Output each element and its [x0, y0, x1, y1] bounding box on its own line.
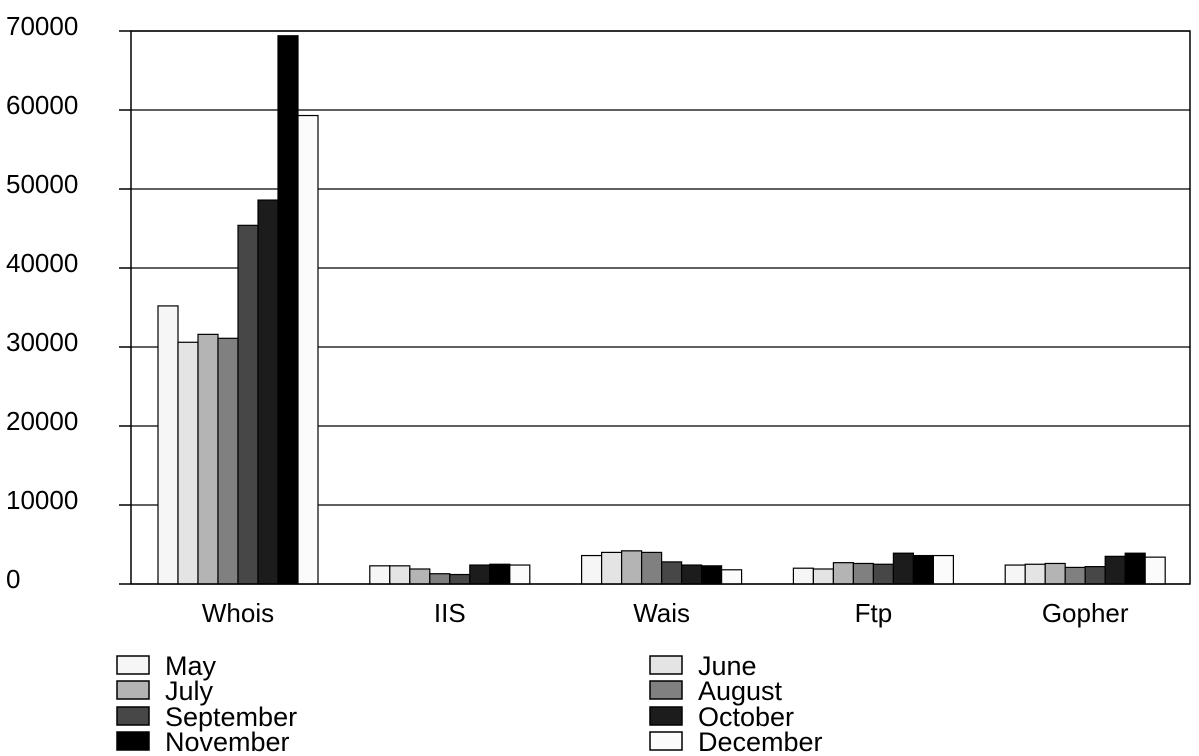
bar-ftp-august	[852, 562, 875, 585]
bar-whois-june	[177, 341, 199, 585]
x-axis: Whois IIS Wais Ftp Gopher	[202, 598, 1129, 628]
bar-iis-august	[429, 573, 451, 585]
bar-ftp-july	[832, 562, 855, 585]
bar-iis-july	[409, 568, 431, 585]
bar-wais-august	[640, 551, 663, 585]
y-tick-label: 40000	[6, 248, 78, 278]
bar-ftp-november	[912, 554, 935, 585]
bar-gopher-may	[1004, 564, 1026, 585]
bar-ftp-september	[872, 563, 895, 585]
legend-swatch-september	[116, 706, 150, 726]
bar-iis-may	[369, 565, 391, 585]
bar-ftp-december	[932, 554, 955, 585]
bar-wais-september	[660, 561, 683, 585]
legend: May June July August September October Novembe…	[116, 651, 823, 756]
bar-iis-september	[449, 573, 471, 585]
legend-swatch-june	[649, 655, 683, 675]
legend-label-august: August	[698, 676, 783, 706]
legend-swatch-october	[649, 706, 683, 726]
bar-gopher-october	[1104, 555, 1126, 585]
y-tick-label: 10000	[6, 485, 78, 515]
bar-whois-may	[157, 305, 179, 585]
bar-iis-june	[389, 565, 411, 585]
y-tick-label: 20000	[6, 406, 78, 436]
bar-gopher-july	[1044, 562, 1066, 585]
legend-label-may: May	[165, 651, 217, 681]
legend-label-october: October	[698, 702, 794, 732]
bar-wais-october	[680, 564, 703, 585]
plot-frame	[130, 30, 1191, 585]
bar-iis-october	[469, 564, 491, 585]
bars	[157, 35, 1166, 585]
bar-wais-july	[620, 550, 643, 585]
bar-iis-november	[489, 563, 511, 585]
bar-whois-september	[237, 224, 259, 585]
x-tick-label: Gopher	[1042, 598, 1129, 628]
y-tick-label: 60000	[6, 90, 78, 120]
bar-wais-june	[600, 551, 623, 585]
legend-swatch-may	[116, 655, 150, 675]
bar-ftp-october	[892, 552, 915, 585]
bar-gopher-december	[1144, 556, 1166, 585]
y-tick-label: 70000	[6, 11, 78, 41]
bar-iis-december	[509, 564, 531, 585]
bar-wais-may	[580, 554, 603, 585]
x-tick-label: Whois	[202, 598, 274, 628]
bar-ftp-may	[792, 567, 815, 585]
bar-gopher-september	[1084, 566, 1106, 585]
x-tick-label: Ftp	[855, 598, 893, 628]
bar-gopher-august	[1064, 566, 1086, 585]
legend-swatch-december	[649, 731, 683, 751]
y-tick-label: 50000	[6, 169, 78, 199]
bar-whois-august	[217, 337, 239, 585]
bar-gopher-november	[1124, 552, 1146, 585]
legend-swatch-august	[649, 680, 683, 700]
legend-swatch-november	[116, 731, 150, 751]
bar-wais-november	[700, 565, 723, 585]
legend-label-july: July	[165, 676, 214, 706]
bar-whois-november	[277, 35, 299, 585]
legend-label-september: September	[165, 702, 297, 732]
bar-wais-december	[720, 569, 743, 585]
bar-ftp-june	[812, 568, 835, 585]
bar-whois-october	[257, 199, 279, 585]
y-tick-label: 30000	[6, 327, 78, 357]
x-tick-label: Wais	[633, 598, 690, 628]
y-axis: 0 10000 20000 30000 40000 50000 60000 70000	[6, 11, 131, 594]
bar-whois-december	[297, 114, 319, 585]
bar-whois-july	[197, 333, 219, 585]
x-tick-label: IIS	[434, 598, 466, 628]
bar-gopher-june	[1024, 563, 1046, 585]
legend-label-november: November	[165, 727, 290, 756]
legend-swatch-july	[116, 680, 150, 700]
legend-label-december: December	[698, 727, 823, 756]
legend-label-june: June	[698, 651, 757, 681]
y-tick-label: 0	[6, 564, 20, 594]
